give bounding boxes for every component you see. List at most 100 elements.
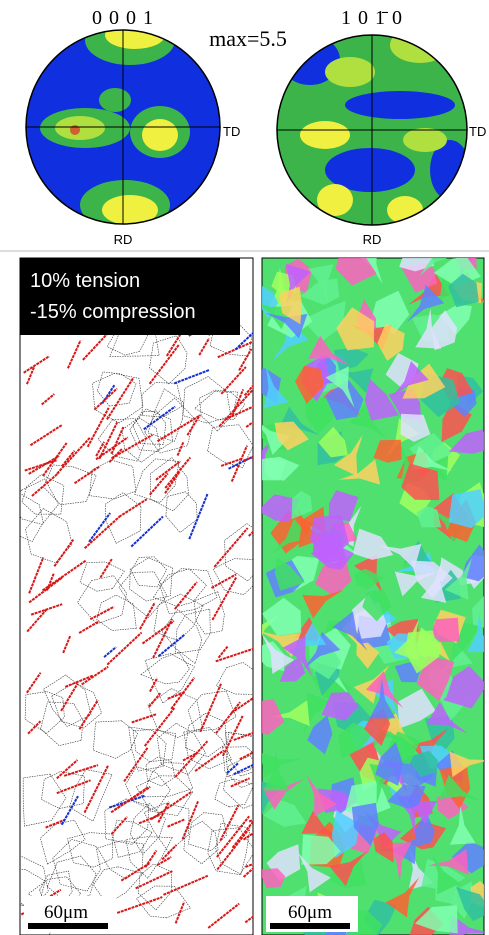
twin xyxy=(110,426,125,455)
twin xyxy=(230,777,250,788)
grain xyxy=(286,263,311,306)
twin xyxy=(130,515,164,548)
twin xyxy=(211,576,238,621)
grain xyxy=(304,397,335,434)
grain xyxy=(262,699,285,735)
twin xyxy=(53,538,75,567)
twin xyxy=(148,344,180,385)
grain-boundary xyxy=(224,523,253,582)
twin xyxy=(188,493,209,540)
grain xyxy=(303,631,341,670)
pf-contour xyxy=(55,116,105,140)
twin xyxy=(174,740,209,778)
twin xyxy=(215,647,253,663)
grain-boundary xyxy=(222,746,253,788)
grain xyxy=(410,445,453,471)
grain xyxy=(262,614,281,636)
grain xyxy=(351,802,379,846)
grain xyxy=(419,258,448,276)
twin xyxy=(56,779,91,795)
grain xyxy=(394,571,437,597)
twin xyxy=(27,720,42,735)
grain xyxy=(354,568,384,590)
grain xyxy=(406,750,438,777)
twin xyxy=(220,457,243,467)
grain xyxy=(400,413,431,442)
pf-label: 0 0 0 1 xyxy=(92,7,154,29)
twin xyxy=(45,818,66,829)
twin xyxy=(157,634,186,657)
twin xyxy=(167,818,186,828)
grain-boundary xyxy=(104,798,150,845)
grain xyxy=(391,361,429,398)
twin xyxy=(149,677,159,693)
twin xyxy=(157,801,170,823)
grain-boundary xyxy=(193,591,225,635)
grain xyxy=(321,692,359,721)
grain xyxy=(333,347,369,371)
grain-boundary xyxy=(149,335,188,385)
twin xyxy=(207,902,240,929)
max-label: max=5.5 xyxy=(209,26,287,51)
grain-boundary xyxy=(96,594,137,631)
grain-boundary xyxy=(89,459,137,500)
twin xyxy=(131,713,157,724)
grain xyxy=(263,366,289,409)
grain-boundary xyxy=(20,493,44,542)
twin xyxy=(176,441,185,456)
twin xyxy=(182,751,199,762)
grain xyxy=(401,262,438,293)
grain-boundary xyxy=(96,371,137,407)
grain xyxy=(262,286,279,319)
grain xyxy=(397,688,436,729)
twin-map xyxy=(19,257,254,935)
twin xyxy=(106,377,135,420)
grain xyxy=(262,494,300,522)
twin xyxy=(161,844,178,861)
grain xyxy=(430,617,460,642)
grain-boundary xyxy=(40,701,84,746)
grain xyxy=(274,421,309,451)
grain xyxy=(444,558,472,600)
twin-map-content xyxy=(20,301,253,935)
twin xyxy=(26,608,48,633)
grain-boundary xyxy=(144,397,195,454)
grain xyxy=(297,852,331,893)
twin xyxy=(110,786,151,814)
twin xyxy=(219,804,240,842)
grain-boundary xyxy=(209,319,252,357)
twin xyxy=(243,384,253,397)
grain xyxy=(448,489,484,529)
grain xyxy=(333,434,363,477)
twin xyxy=(99,558,113,579)
grain-boundary xyxy=(215,823,251,875)
grain xyxy=(373,832,394,863)
twin xyxy=(23,355,50,374)
twin xyxy=(30,603,63,616)
grain xyxy=(336,307,375,351)
grain xyxy=(387,784,426,809)
twin xyxy=(83,764,110,814)
grain-boundary xyxy=(222,755,253,809)
grain-boundary xyxy=(225,732,253,777)
twin xyxy=(88,512,111,543)
twin xyxy=(174,581,198,610)
twin xyxy=(98,421,119,460)
twin xyxy=(220,366,247,395)
twin xyxy=(28,557,45,594)
td-label: TD xyxy=(469,124,486,139)
twin xyxy=(234,331,253,351)
grain xyxy=(338,722,375,760)
grain xyxy=(302,300,346,342)
grain xyxy=(338,459,381,485)
grain xyxy=(360,258,383,284)
grain-boundary xyxy=(22,773,67,827)
grain-boundary xyxy=(207,424,253,469)
grain xyxy=(385,877,420,918)
twin xyxy=(31,472,60,497)
grain xyxy=(262,597,302,636)
grain-boundary xyxy=(174,608,211,654)
grain-boundary xyxy=(226,731,253,777)
twin xyxy=(46,573,55,591)
twin xyxy=(148,692,162,708)
